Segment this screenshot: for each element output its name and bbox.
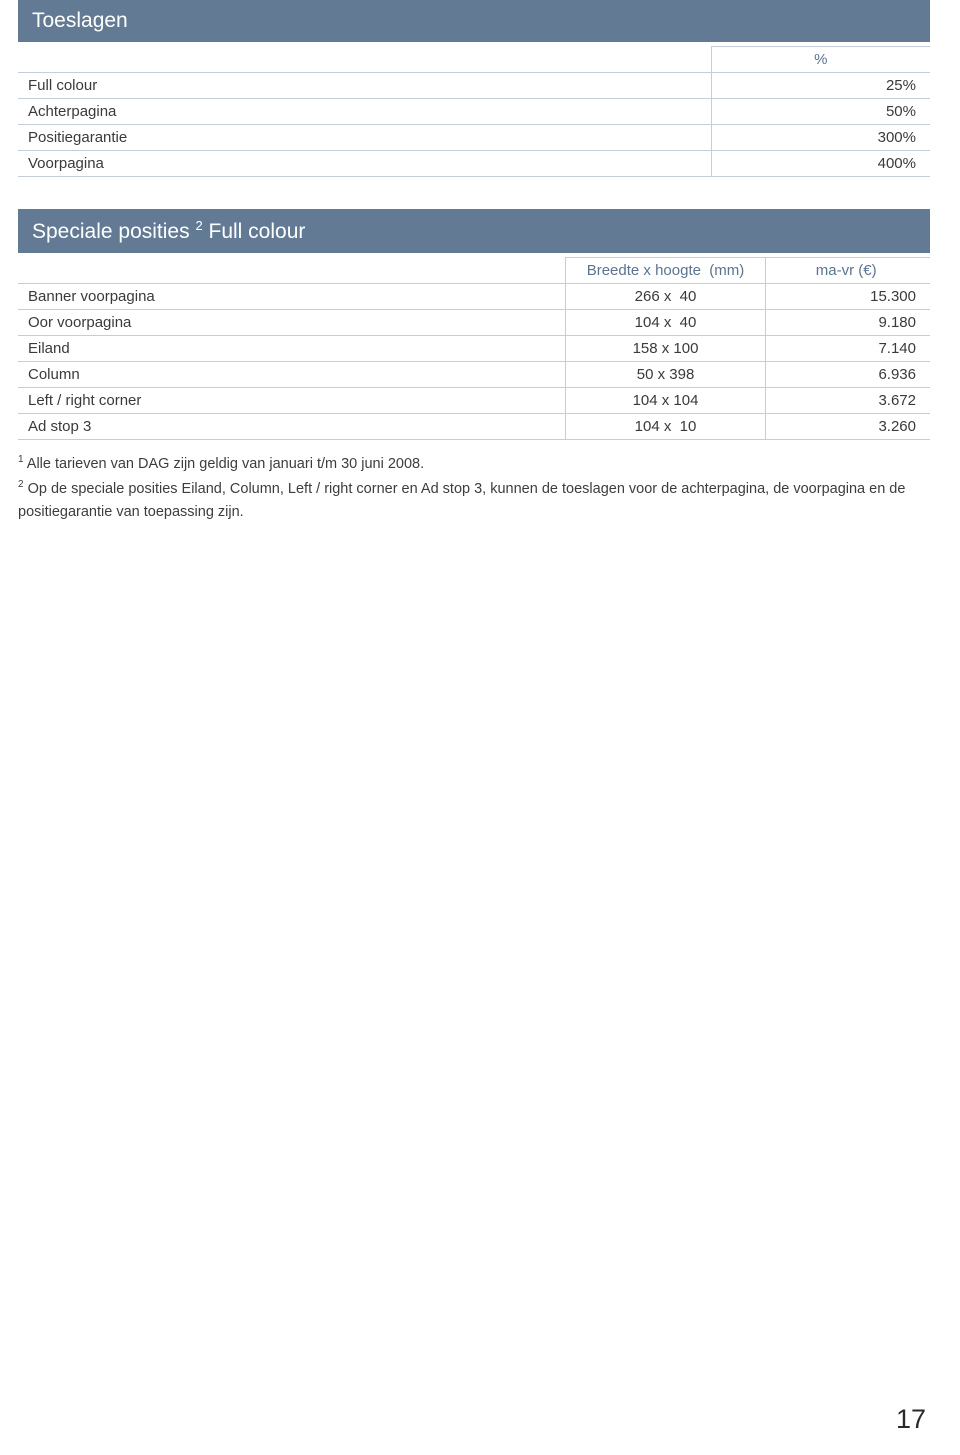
cell-label: Oor voorpagina [18, 310, 565, 336]
footnote-text: Alle tarieven van DAG zijn geldig van ja… [24, 456, 425, 472]
section-header-toeslagen: Toeslagen [18, 0, 930, 42]
cell-dim: 158 x 100 [565, 336, 766, 362]
cell-value: 50% [711, 99, 930, 125]
footnote-1: 1 Alle tarieven van DAG zijn geldig van … [18, 452, 930, 475]
cell-label: Banner voorpagina [18, 284, 565, 310]
cell-label: Voorpagina [18, 151, 711, 177]
table-row: Ad stop 3 104 x 10 3.260 [18, 414, 930, 440]
table-row: Achterpagina 50% [18, 99, 930, 125]
table-row: Eiland 158 x 100 7.140 [18, 336, 930, 362]
table-row: Full colour 25% [18, 73, 930, 99]
table-toeslagen: % Full colour 25% Achterpagina 50% Posit… [18, 46, 930, 177]
table-speciale-posities: Breedte x hoogte (mm) ma-vr (€) Banner v… [18, 257, 930, 440]
table-row: Voorpagina 400% [18, 151, 930, 177]
cell-label: Full colour [18, 73, 711, 99]
cell-dim: 104 x 104 [565, 388, 766, 414]
footnotes: 1 Alle tarieven van DAG zijn geldig van … [18, 452, 930, 523]
cell-label: Positiegarantie [18, 125, 711, 151]
cell-price: 7.140 [766, 336, 930, 362]
cell-label: Eiland [18, 336, 565, 362]
footnote-2: 2 Op de speciale posities Eiland, Column… [18, 477, 930, 523]
section-title-sup: 2 [195, 218, 202, 233]
table-header-empty [18, 258, 565, 284]
cell-dim: 50 x 398 [565, 362, 766, 388]
section-title-post: Full colour [203, 220, 306, 243]
cell-price: 3.672 [766, 388, 930, 414]
section-header-speciale: Speciale posities 2 Full colour [18, 209, 930, 253]
cell-label: Ad stop 3 [18, 414, 565, 440]
cell-dim: 104 x 10 [565, 414, 766, 440]
cell-price: 9.180 [766, 310, 930, 336]
cell-value: 400% [711, 151, 930, 177]
table-row: Positiegarantie 300% [18, 125, 930, 151]
cell-price: 3.260 [766, 414, 930, 440]
table-row: Banner voorpagina 266 x 40 15.300 [18, 284, 930, 310]
cell-value: 25% [711, 73, 930, 99]
cell-price: 6.936 [766, 362, 930, 388]
footnote-text: Op de speciale posities Eiland, Column, … [18, 481, 905, 519]
cell-price: 15.300 [766, 284, 930, 310]
table-header-dim: Breedte x hoogte (mm) [565, 258, 766, 284]
section-title-pre: Speciale posities [32, 220, 195, 243]
cell-label: Left / right corner [18, 388, 565, 414]
cell-value: 300% [711, 125, 930, 151]
table-header-percent: % [711, 47, 930, 73]
table-row: Column 50 x 398 6.936 [18, 362, 930, 388]
cell-label: Column [18, 362, 565, 388]
table-row: Left / right corner 104 x 104 3.672 [18, 388, 930, 414]
page-number: 17 [896, 1404, 926, 1435]
table-header-price: ma-vr (€) [766, 258, 930, 284]
table-header-empty [18, 47, 711, 73]
table-row: Oor voorpagina 104 x 40 9.180 [18, 310, 930, 336]
cell-label: Achterpagina [18, 99, 711, 125]
cell-dim: 266 x 40 [565, 284, 766, 310]
section-title: Toeslagen [32, 9, 128, 32]
cell-dim: 104 x 40 [565, 310, 766, 336]
